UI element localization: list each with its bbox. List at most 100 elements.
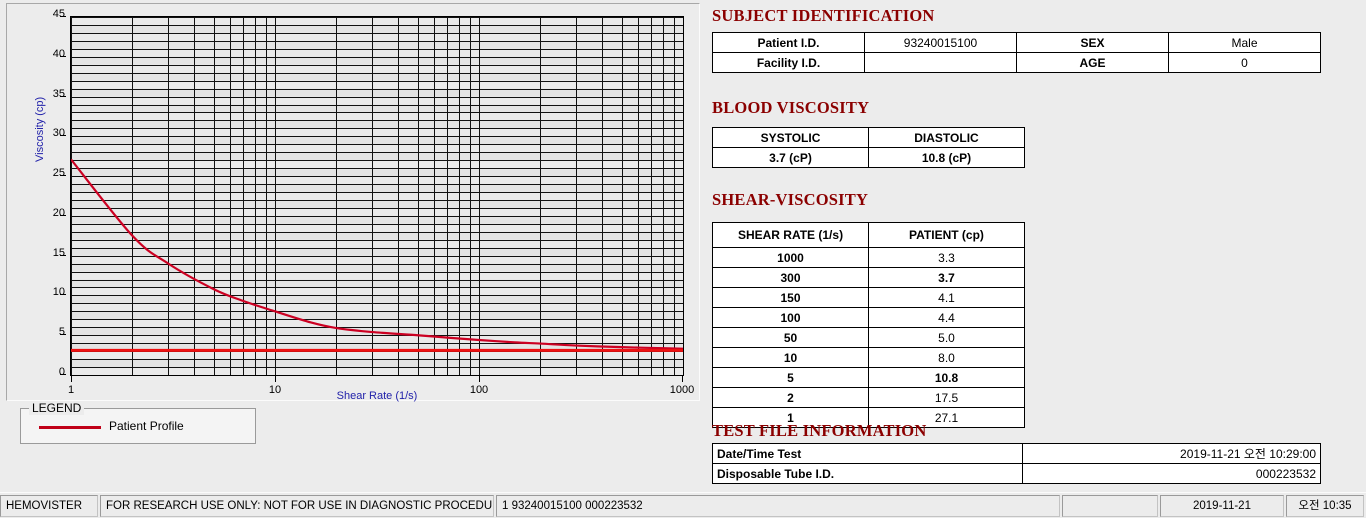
table-header-row: SHEAR RATE (1/s) PATIENT (cp) [712,222,1025,248]
status-time: 오전 10:35 [1286,495,1364,517]
y-axis-ticks: 0 5 10 15 20 25 30 35 40 45 [31,4,66,394]
shear-rate-cell: 100 [712,307,869,328]
diastolic-value: 10.8 (cP) [868,147,1025,168]
table-row: 50 5.0 [712,327,1025,348]
y-axis-tick-label: 5 [58,326,65,339]
shear-rate-cell: 2 [712,387,869,408]
y-axis-tick-label: 0 [58,366,65,378]
disposable-tube-id-value: 000223532 [1022,463,1321,484]
y-axis-tick-mark [60,294,66,295]
legend-entry-label: Patient Profile [109,419,184,433]
viscosity-chart-panel: Viscosity (cp) 0 5 10 15 20 25 30 35 40 45 1 10 100… [6,3,700,402]
table-row: Facility I.D. AGE 0 [712,52,1321,73]
age-value: 0 [1168,52,1321,73]
y-axis-tick-mark [60,374,66,375]
table-row: Date/Time Test 2019-11-21 오전 10:29:00 [712,443,1321,464]
chart-gridlines [71,17,683,375]
y-axis-tick-label: 40 [52,47,65,60]
y-axis-tick-label: 45 [52,8,65,20]
table-row: 2 17.5 [712,387,1025,408]
x-axis-tick-mark [71,376,72,382]
status-date: 2019-11-21 [1160,495,1284,517]
legend-title: LEGEND [29,401,85,415]
shear-rate-header: SHEAR RATE (1/s) [712,222,869,248]
x-axis-tick-mark [275,376,276,382]
y-axis-tick-mark [60,215,66,216]
patient-cp-header: PATIENT (cp) [868,222,1025,248]
patient-id-label: Patient I.D. [712,32,865,53]
shear-rate-cell: 50 [712,327,869,348]
x-axis-tick-label: 1 [67,384,75,396]
patient-viscosity-cell: 8.0 [868,347,1025,368]
status-app-name: HEMOVISTER [0,495,98,517]
age-label: AGE [1016,52,1169,73]
y-axis-tick-label: 35 [52,87,65,100]
patient-viscosity-cell: 4.1 [868,287,1025,308]
disposable-tube-id-label: Disposable Tube I.D. [712,463,1023,484]
systolic-header: SYSTOLIC [712,127,869,148]
y-axis-tick-mark [60,96,66,97]
patient-viscosity-cell: 4.4 [868,307,1025,328]
status-spacer [1062,495,1158,517]
x-axis-tick-label: 1000 [669,384,695,396]
x-axis-title: Shear Rate (1/s) [336,390,418,402]
y-axis-tick-mark [60,16,66,17]
shear-rate-cell: 10 [712,347,869,368]
x-axis-tick-mark [479,376,480,382]
x-axis-tick-label: 10 [268,384,282,396]
plot-area [70,16,684,376]
table-row: 150 4.1 [712,287,1025,308]
date-time-test-value: 2019-11-21 오전 10:29:00 [1022,443,1321,464]
report-column: SUBJECT IDENTIFICATION Patient I.D. 9324… [710,0,1360,490]
patient-viscosity-cell: 27.1 [868,407,1025,428]
patient-viscosity-cell: 10.8 [868,367,1025,388]
status-record-info: 1 93240015100 000223532 [496,495,1060,517]
y-axis-tick-mark [60,135,66,136]
y-axis-tick-mark [60,56,66,57]
y-axis-tick-label: 25 [52,167,65,180]
sex-label: SEX [1016,32,1169,53]
patient-viscosity-cell: 5.0 [868,327,1025,348]
sex-value: Male [1168,32,1321,53]
facility-id-label: Facility I.D. [712,52,865,73]
shear-viscosity-heading: SHEAR-VISCOSITY [712,190,869,209]
x-axis-ticks: 1 10 100 1000 [67,376,694,402]
systolic-value: 3.7 (cP) [712,147,869,168]
shear-viscosity-table: SHEAR RATE (1/s) PATIENT (cp) 1000 3.3 300… [712,222,1025,428]
status-bar: HEMOVISTER FOR RESEARCH USE ONLY: NOT FO… [0,492,1366,518]
series-line-1 [71,158,683,350]
y-axis-tick-mark [60,175,66,176]
y-axis-tick-label: 10 [52,286,65,299]
subject-identification-heading: SUBJECT IDENTIFICATION [712,6,935,25]
table-row: Patient I.D. 93240015100 SEX Male [712,32,1321,53]
chart-series-lines [71,158,683,352]
shear-rate-cell: 1000 [712,247,869,268]
patient-id-value: 93240015100 [864,32,1017,53]
table-row: 5 10.8 [712,367,1025,388]
facility-id-value [864,52,1017,73]
y-axis-tick-label: 20 [52,206,65,219]
table-row: Disposable Tube I.D. 000223532 [712,463,1321,484]
y-axis-tick-mark [60,334,66,335]
subject-identification-table: Patient I.D. 93240015100 SEX Male Facili… [712,32,1321,73]
y-axis-tick-mark [60,255,66,256]
y-axis-tick-label: 30 [52,127,65,140]
shear-rate-cell: 150 [712,287,869,308]
date-time-test-label: Date/Time Test [712,443,1023,464]
chart-legend: LEGEND Patient Profile [20,401,256,444]
table-row: 100 4.4 [712,307,1025,328]
blood-viscosity-heading: BLOOD VISCOSITY [712,98,870,117]
table-row: 300 3.7 [712,267,1025,288]
shear-rate-cell: 300 [712,267,869,288]
shear-rate-cell: 1 [712,407,869,428]
legend-color-swatch [39,426,101,429]
status-disclaimer: FOR RESEARCH USE ONLY: NOT FOR USE IN DI… [100,495,494,517]
table-row: 10 8.0 [712,347,1025,368]
test-file-information-heading: TEST FILE INFORMATION [712,421,927,440]
y-axis-tick-label: 15 [52,246,65,259]
patient-viscosity-cell: 17.5 [868,387,1025,408]
diastolic-header: DIASTOLIC [868,127,1025,148]
table-row: 3.7 (cP) 10.8 (cP) [712,147,1025,168]
table-row: 1 27.1 [712,407,1025,428]
